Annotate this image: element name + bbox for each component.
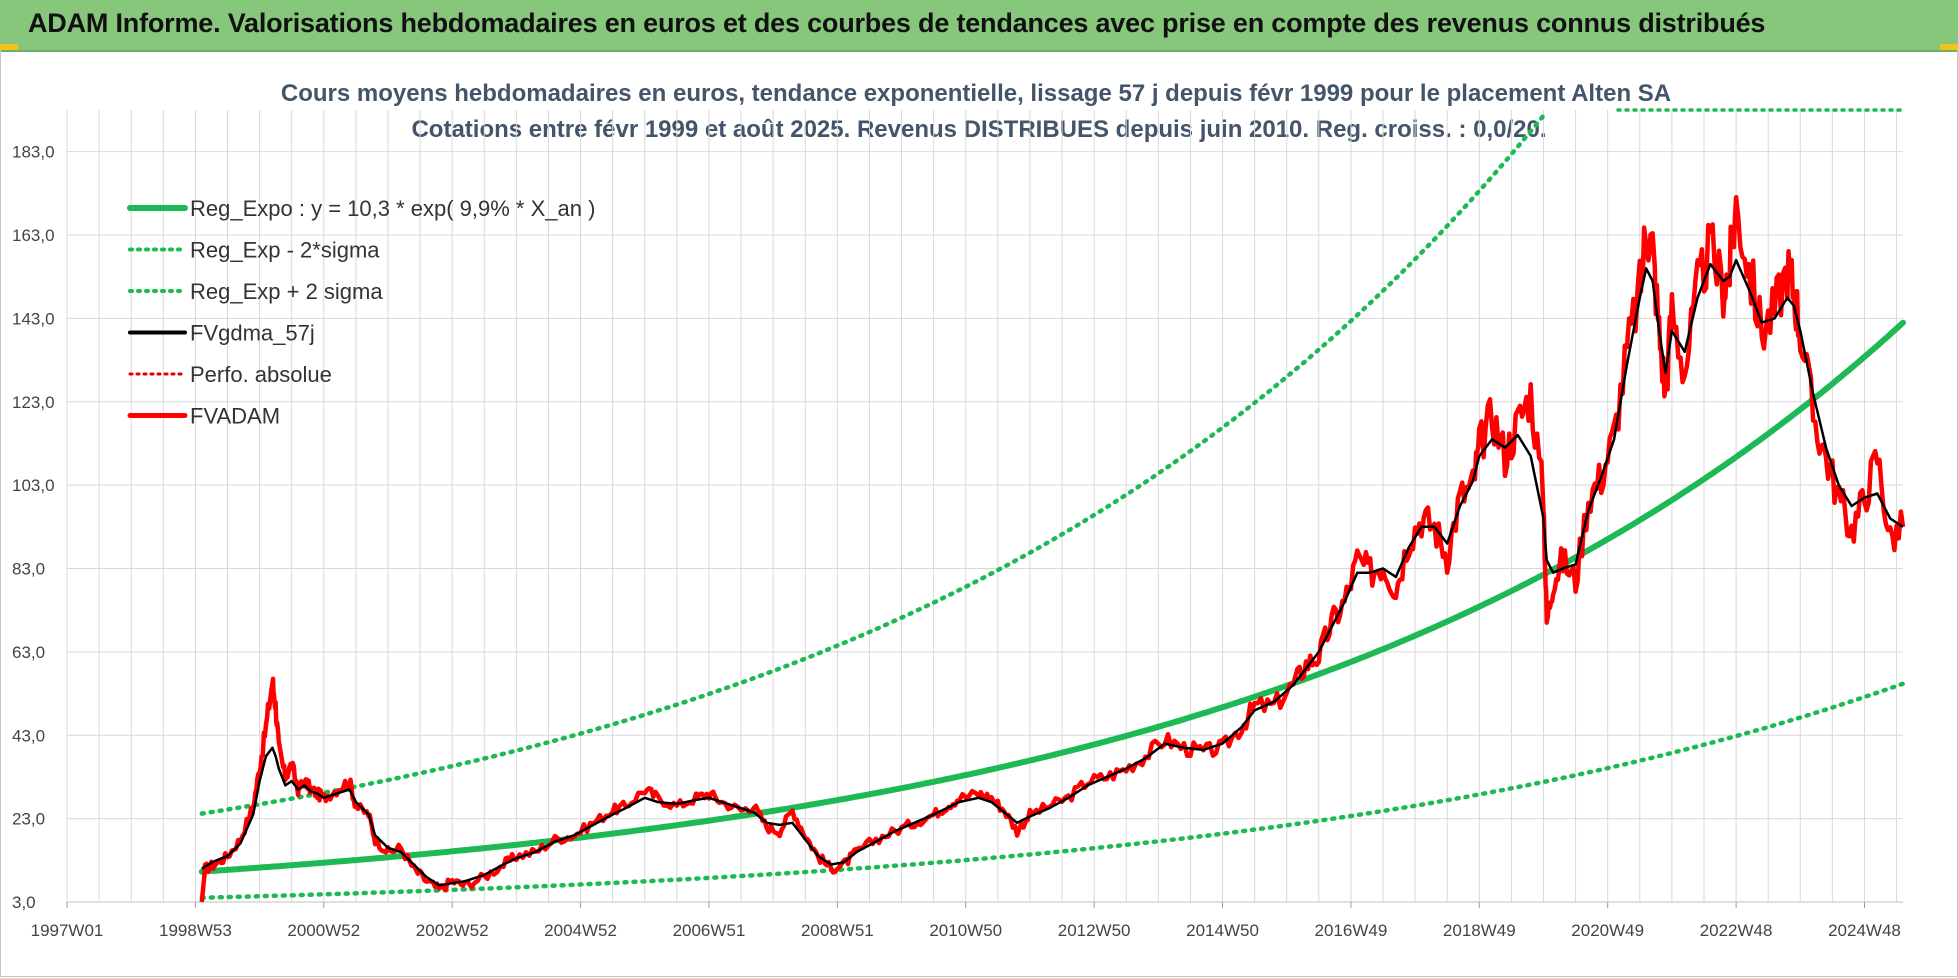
header-banner: ADAM Informe. Valorisations hebdomadaire… — [0, 0, 1958, 52]
chart-grid — [66, 110, 1903, 903]
legend-reg-exp-plus-label: Reg_Exp + 2 sigma — [190, 279, 383, 304]
legend-perfo-label: Perfo. absolue — [190, 362, 332, 387]
banner-title: ADAM Informe. Valorisations hebdomadaire… — [28, 8, 1766, 38]
x-tick-label: 2002W52 — [416, 921, 489, 940]
x-tick-label: 1997W01 — [31, 921, 104, 940]
reg-exp-plus-2sigma-line — [199, 109, 1549, 816]
y-tick-label: 3,0 — [12, 893, 36, 912]
corner-accent-right — [1940, 44, 1958, 50]
y-tick-label: 43,0 — [12, 726, 45, 745]
x-tick-label: 2006W51 — [673, 921, 746, 940]
y-tick-label: 123,0 — [12, 393, 55, 412]
corner-accent-left — [0, 44, 18, 50]
fvadam-line — [199, 195, 1906, 903]
chart-axes: 183,0 163,0 143,0 123,0 103,0 83,0 63,0 43,0 23,… — [12, 143, 1903, 940]
x-tick-label: 2024W48 — [1828, 921, 1901, 940]
chart-subtitle: Cotations entre févr 1999 et août 2025. … — [411, 116, 1547, 143]
y-tick-label: 143,0 — [12, 309, 55, 328]
legend-reg-exp-minus-label: Reg_Exp - 2*sigma — [190, 238, 380, 263]
y-tick-label: 83,0 — [12, 560, 45, 579]
legend-fvadam-label: FVADAM — [190, 404, 280, 429]
y-tick-label: 183,0 — [12, 143, 55, 162]
x-tick-label: 2000W52 — [287, 921, 360, 940]
chart-series — [198, 109, 1906, 903]
x-tick-label: 2020W49 — [1571, 921, 1644, 940]
x-tick-label: 2012W50 — [1058, 921, 1131, 940]
fvgdma-57j-line — [201, 258, 1904, 887]
y-tick-label: 63,0 — [12, 643, 45, 662]
x-tick-label: 2008W51 — [801, 921, 874, 940]
x-tick-label: 1998W53 — [159, 921, 232, 940]
x-tick-label: 2004W52 — [544, 921, 617, 940]
y-tick-label: 103,0 — [12, 476, 55, 495]
x-tick-label: 2010W50 — [929, 921, 1002, 940]
x-tick-label: 2014W50 — [1186, 921, 1259, 940]
y-tick-label: 163,0 — [12, 226, 55, 245]
chart-title: Cours moyens hebdomadaires en euros, ten… — [280, 80, 1672, 107]
x-tick-label: 2018W49 — [1443, 921, 1516, 940]
legend-fvgdma-label: FVgdma_57j — [190, 321, 315, 346]
y-tick-label: 23,0 — [12, 810, 45, 829]
x-tick-label: 2022W48 — [1700, 921, 1773, 940]
reg-expo-line — [198, 319, 1906, 875]
reg-exp-minus-2sigma-line — [199, 681, 1906, 901]
x-tick-label: 2016W49 — [1315, 921, 1388, 940]
chart-legend: Reg_Expo : y = 10,3 * exp( 9,9% * X_an )… — [127, 108, 1902, 429]
legend-reg-expo-label: Reg_Expo : y = 10,3 * exp( 9,9% * X_an ) — [190, 196, 595, 221]
